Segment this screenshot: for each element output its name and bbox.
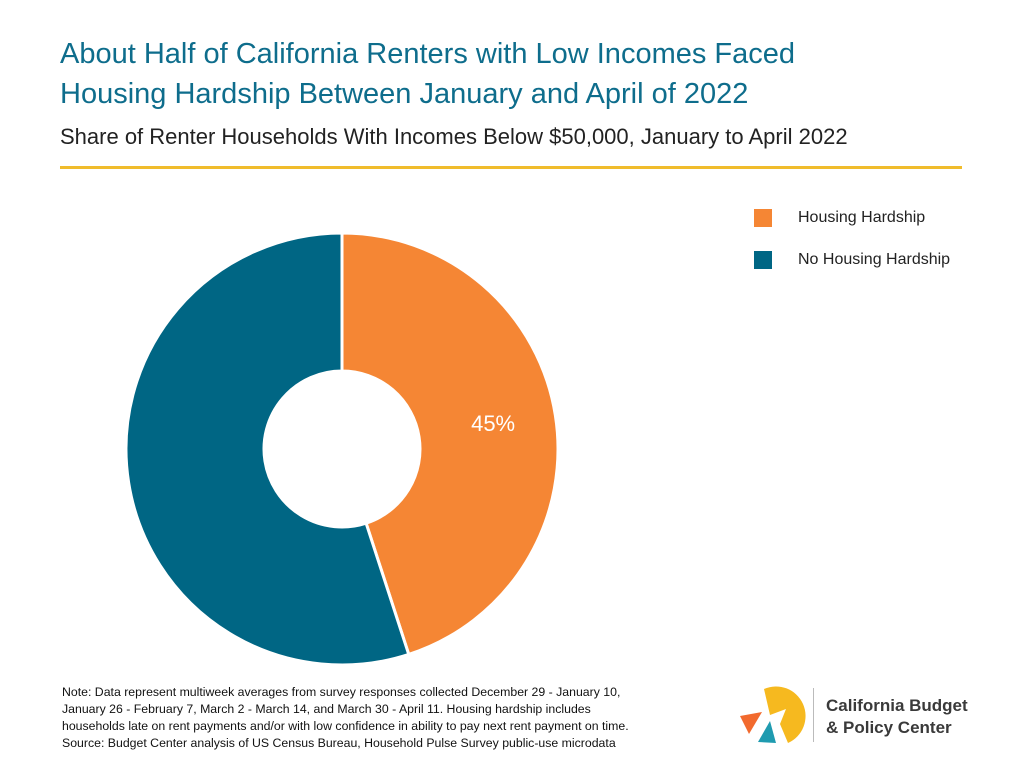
note-line-1: Note: Data represent multiweek averages … <box>62 685 621 699</box>
data-label-housing-hardship: 45% <box>471 411 515 436</box>
header-divider <box>60 166 962 169</box>
data-labels-group: 45% <box>471 411 515 436</box>
note-line-4: Source: Budget Center analysis of US Cen… <box>62 736 616 750</box>
chart-legend: Housing Hardship No Housing Hardship <box>754 207 950 291</box>
logo-divider <box>813 688 814 742</box>
slices-group <box>124 231 560 667</box>
title-line-2: Housing Hardship Between January and Apr… <box>60 78 749 110</box>
note-line-2: January 26 - February 7, March 2 - March… <box>62 702 591 716</box>
legend-item-housing-hardship: Housing Hardship <box>754 207 950 229</box>
source-note: Note: Data represent multiweek averages … <box>62 684 742 752</box>
legend-label-no-housing-hardship: No Housing Hardship <box>798 251 951 268</box>
chart-subtitle: Share of Renter Households With Incomes … <box>60 124 848 149</box>
legend-item-no-housing-hardship: No Housing Hardship <box>754 249 950 271</box>
logo-orange-shape <box>740 712 762 734</box>
logo-wordmark: California Budget & Policy Center <box>826 695 968 739</box>
chart-title: About Half of California Renters with Lo… <box>60 34 960 114</box>
note-line-3: households late on rent payments and/or … <box>62 719 629 733</box>
slice-housing-hardship <box>340 231 560 657</box>
logo-yellow-shape <box>764 686 806 743</box>
legend-label-housing-hardship: Housing Hardship <box>798 209 926 226</box>
budget-center-logo-icon <box>740 686 806 743</box>
logo-line-1: California Budget <box>826 696 968 715</box>
slice-no-housing-hardship <box>124 231 411 667</box>
legend-swatch-housing-hardship <box>754 209 772 227</box>
title-line-1: About Half of California Renters with Lo… <box>60 38 796 70</box>
legend-swatch-no-housing-hardship <box>754 251 772 269</box>
logo-teal-shape <box>758 721 776 743</box>
logo-line-2: & Policy Center <box>826 718 952 737</box>
